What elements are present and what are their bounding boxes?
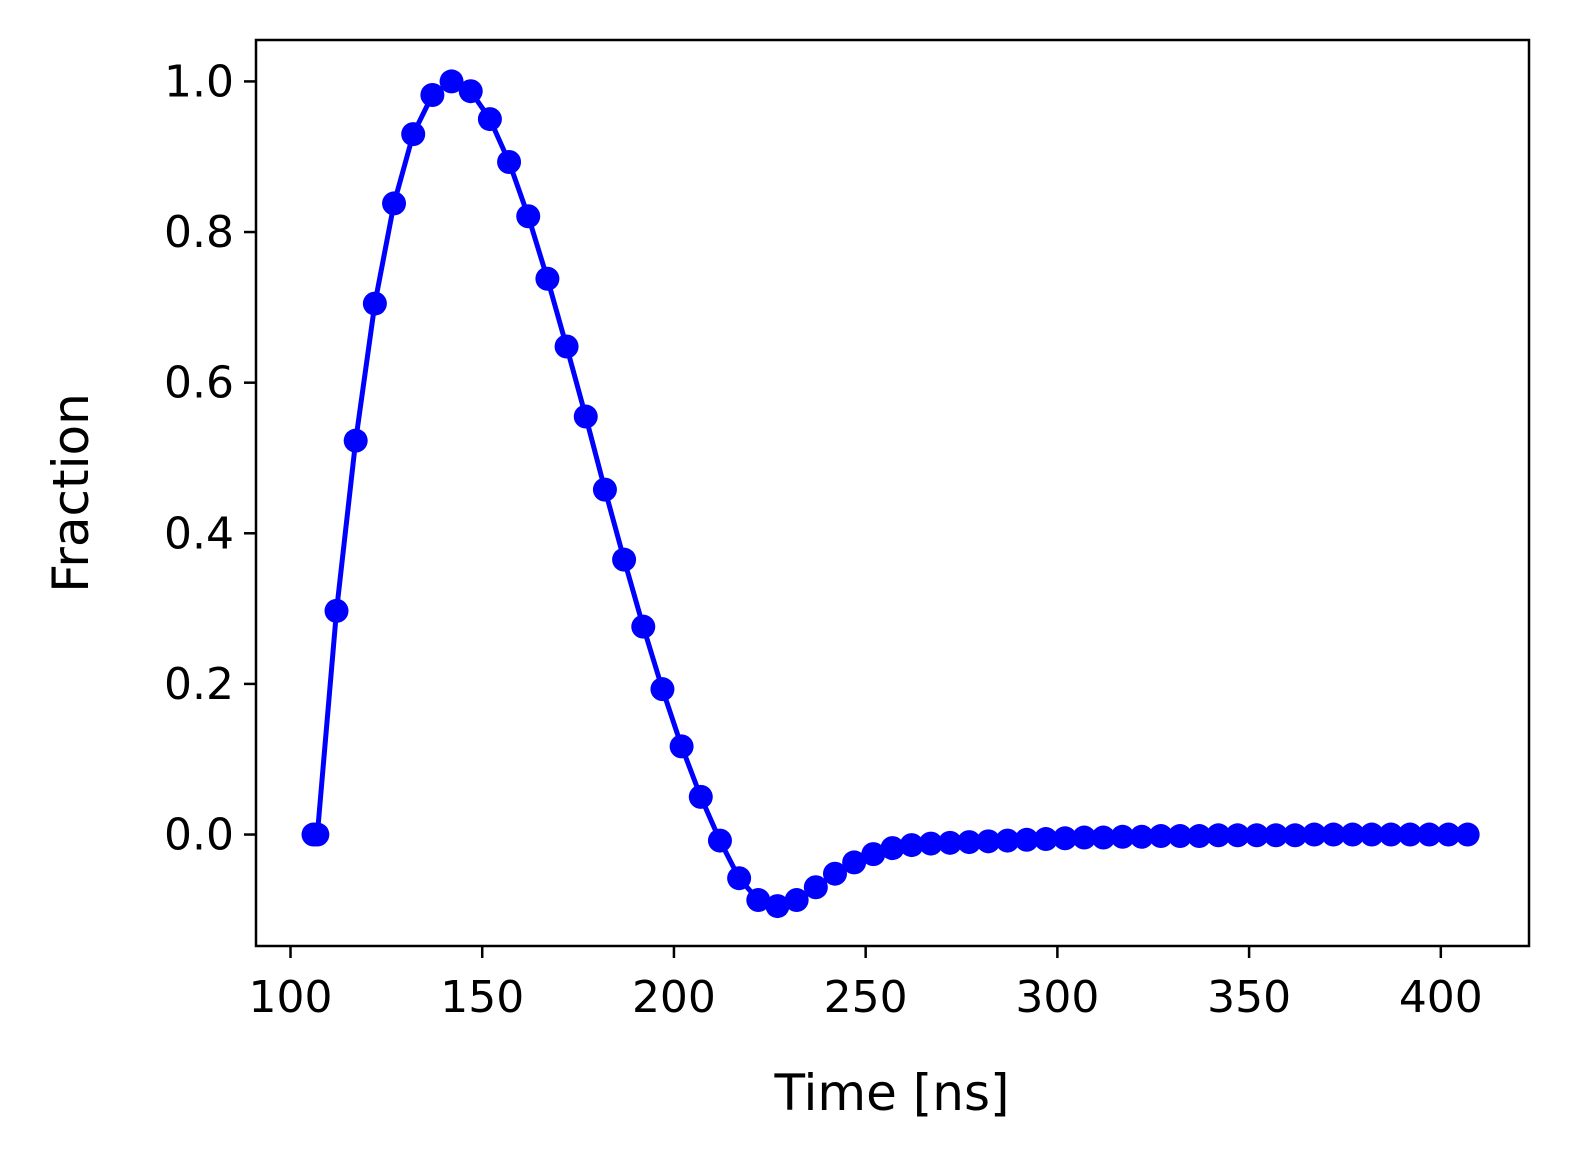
data-point	[746, 888, 771, 913]
data-point	[1110, 824, 1135, 849]
data-point	[669, 734, 694, 759]
data-point	[362, 291, 387, 316]
data-point	[938, 830, 963, 855]
x-tick-label: 100	[249, 972, 333, 1023]
data-point	[420, 82, 445, 107]
data-point	[1283, 823, 1308, 848]
y-tick-label: 0.4	[164, 508, 234, 559]
data-point	[1436, 822, 1461, 847]
data-point	[324, 598, 349, 623]
x-axis: 100 150 200 250 300 350 400	[249, 946, 1483, 1023]
plot-frame	[254, 38, 1531, 948]
x-tick-label: 150	[440, 972, 524, 1023]
data-point	[1168, 824, 1193, 849]
data-point	[1148, 824, 1173, 849]
y-axis-label: Fraction	[42, 393, 100, 593]
y-tick-label: 0.0	[164, 810, 234, 861]
data-point	[784, 888, 809, 913]
data-point	[497, 150, 522, 175]
data-point	[688, 784, 713, 809]
data-point	[803, 875, 828, 900]
data-point	[1263, 823, 1288, 848]
data-point	[1340, 822, 1365, 847]
y-tick-label: 0.2	[164, 659, 234, 710]
data-point	[592, 477, 617, 502]
data-point	[727, 866, 752, 891]
x-tick-label: 200	[632, 972, 716, 1023]
x-tick-label: 250	[824, 972, 908, 1023]
data-point	[516, 204, 541, 229]
data-point	[305, 822, 330, 847]
data-point	[1321, 822, 1346, 847]
data-point	[1187, 824, 1212, 849]
data-point	[1378, 822, 1403, 847]
data-point	[861, 842, 886, 867]
data-point	[1053, 826, 1078, 851]
series-line	[313, 78, 1468, 909]
x-axis-label: Time [ns]	[773, 1064, 1009, 1122]
data-point	[842, 850, 867, 875]
data-point	[1417, 822, 1442, 847]
data-point	[1455, 822, 1480, 847]
series-layer	[301, 69, 1480, 919]
y-tick-label: 0.6	[164, 358, 234, 409]
data-point	[1072, 825, 1097, 850]
data-point	[439, 69, 464, 94]
x-tick-label: 400	[1399, 972, 1483, 1023]
data-point	[995, 828, 1020, 853]
x-tick-label: 300	[1015, 972, 1099, 1023]
data-point	[899, 833, 924, 858]
data-point	[976, 829, 1001, 854]
data-point	[707, 828, 732, 853]
data-point	[918, 831, 943, 856]
data-point	[957, 830, 982, 855]
data-point	[1225, 823, 1250, 848]
data-point	[1129, 824, 1154, 849]
data-point	[612, 547, 637, 572]
data-point	[343, 428, 368, 453]
x-tick-label: 350	[1207, 972, 1291, 1023]
data-point	[573, 404, 598, 429]
y-tick-label: 0.8	[164, 207, 234, 258]
data-point	[1091, 825, 1116, 850]
data-point	[631, 614, 656, 639]
data-point	[1359, 822, 1384, 847]
y-tick-label: 1.0	[164, 56, 234, 107]
data-point	[535, 266, 560, 291]
data-point	[1033, 827, 1058, 852]
data-point	[401, 122, 426, 147]
data-point	[650, 677, 675, 702]
y-axis: 0.0 0.2 0.4 0.6 0.8 1.0	[164, 56, 256, 861]
data-point	[458, 79, 483, 104]
data-point	[1244, 823, 1269, 848]
data-point	[382, 191, 407, 216]
data-point	[1302, 822, 1327, 847]
data-point	[765, 894, 790, 919]
data-point	[1014, 827, 1039, 852]
data-point	[554, 334, 579, 359]
data-point	[822, 861, 847, 886]
data-point	[880, 836, 905, 861]
data-point	[1206, 823, 1231, 848]
data-point	[1398, 822, 1423, 847]
data-point	[477, 107, 502, 132]
